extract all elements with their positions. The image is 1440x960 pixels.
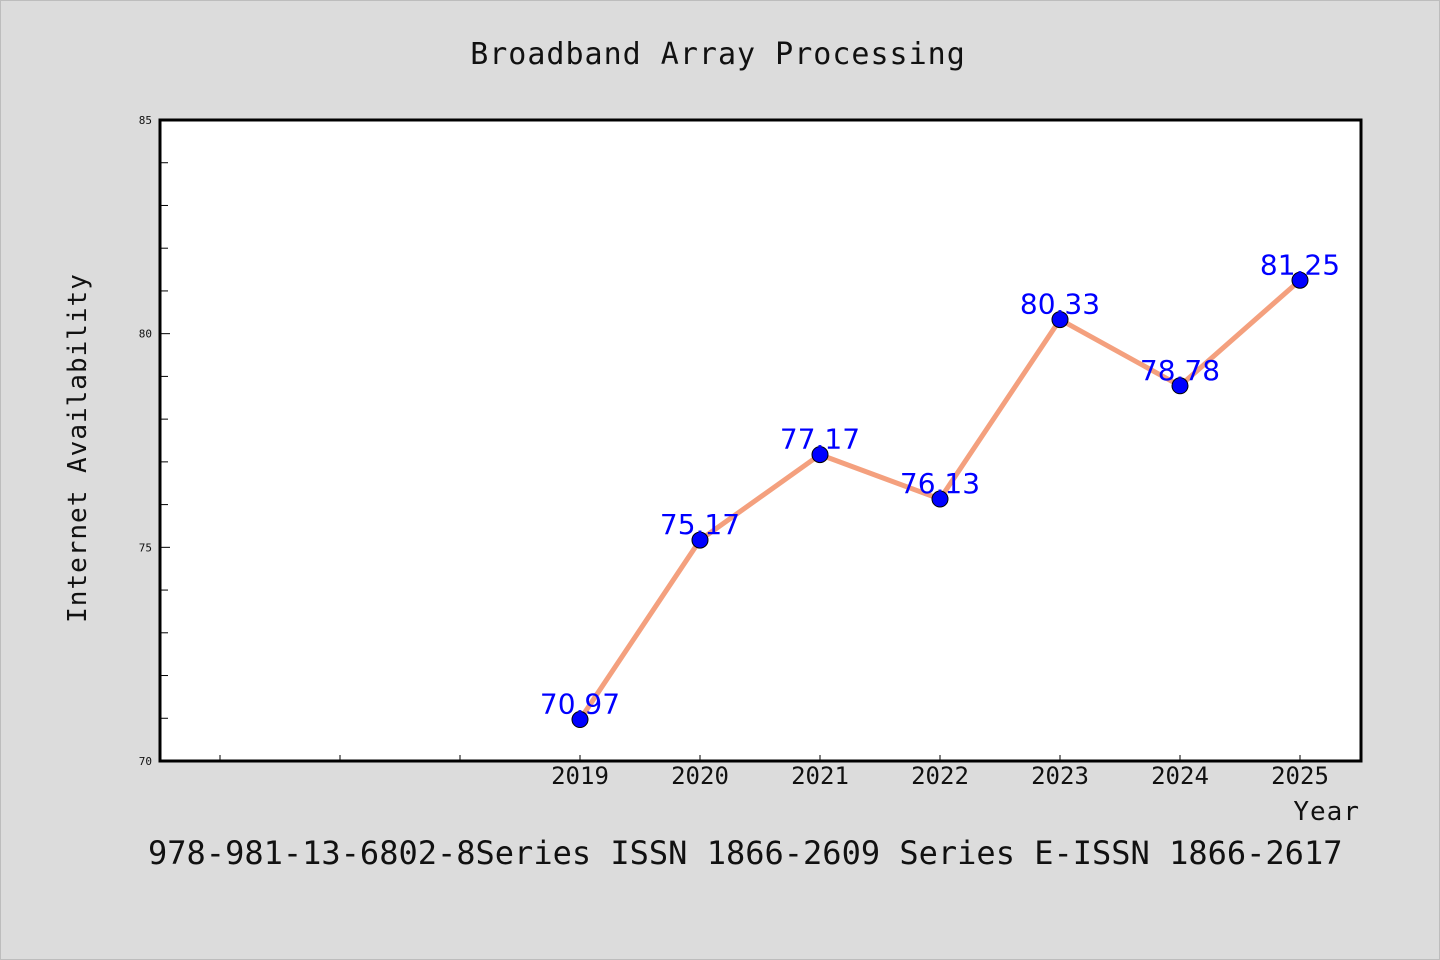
y-tick-label: 70 xyxy=(139,755,152,768)
data-point-marker xyxy=(1051,311,1069,329)
data-label: 75.17 xyxy=(660,508,740,541)
data-point-marker xyxy=(1171,377,1189,395)
plot-area xyxy=(158,118,1363,763)
y-tick-label: 85 xyxy=(139,114,152,127)
data-point-marker xyxy=(811,446,829,464)
data-point-marker xyxy=(931,490,949,508)
y-tick-label: 80 xyxy=(139,328,152,341)
data-label: 77.17 xyxy=(780,423,860,456)
data-label: 70.97 xyxy=(540,688,620,721)
x-tick-label: 2023 xyxy=(1031,762,1089,790)
data-label: 81.25 xyxy=(1260,248,1340,281)
data-point-marker xyxy=(571,711,589,729)
data-point-marker xyxy=(1291,271,1309,289)
x-tick-label: 2024 xyxy=(1151,762,1209,790)
x-tick-label: 2025 xyxy=(1271,762,1329,790)
y-axis-label: Internet Availability xyxy=(63,273,93,623)
x-tick-label: 2019 xyxy=(551,762,609,790)
chart-title: Broadband Array Processing xyxy=(470,37,966,72)
x-tick-label: 2021 xyxy=(791,762,849,790)
data-label: 80.33 xyxy=(1020,288,1100,321)
data-label: 76.13 xyxy=(900,467,980,500)
data-point-marker xyxy=(691,531,709,549)
x-tick-label: 2020 xyxy=(671,762,729,790)
x-axis-ticks: 2019 2020 2021 2022 2023 2024 2025 xyxy=(219,755,1329,790)
x-tick-label: 2022 xyxy=(911,762,969,790)
footer-isbn-issn: 978-981-13-6802-8Series ISSN 1866-2609 S… xyxy=(148,834,1342,872)
y-axis-ticks: 70 75 80 85 xyxy=(139,114,170,768)
data-label: 78.78 xyxy=(1140,354,1220,387)
x-axis-label: Year xyxy=(1293,797,1360,827)
series-line-group: 70.97 75.17 77.17 76.13 80.33 78.78 81.25 xyxy=(540,248,1340,729)
y-tick-label: 75 xyxy=(139,541,152,554)
